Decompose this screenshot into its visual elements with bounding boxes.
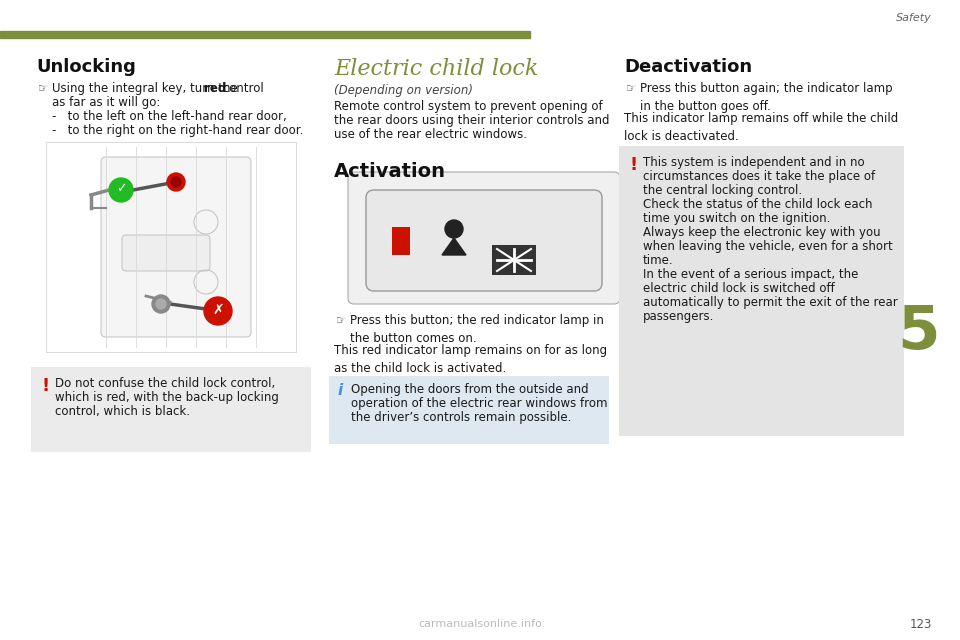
Text: Opening the doors from the outside and: Opening the doors from the outside and <box>351 383 588 396</box>
Text: Electric child lock: Electric child lock <box>334 58 539 80</box>
Text: In the event of a serious impact, the: In the event of a serious impact, the <box>643 268 858 281</box>
Text: carmanualsonline.info: carmanualsonline.info <box>418 619 542 629</box>
Circle shape <box>204 297 232 325</box>
Text: circumstances does it take the place of: circumstances does it take the place of <box>643 170 876 183</box>
Text: -   to the right on the right-hand rear door.: - to the right on the right-hand rear do… <box>52 124 303 137</box>
Text: (Depending on version): (Depending on version) <box>334 84 473 97</box>
Bar <box>492 245 536 275</box>
Circle shape <box>171 177 181 187</box>
Bar <box>619 146 904 436</box>
Text: Press this button again; the indicator lamp
in the button goes off.: Press this button again; the indicator l… <box>640 82 893 113</box>
Text: automatically to permit the exit of the rear: automatically to permit the exit of the … <box>643 296 898 309</box>
Text: electric child lock is switched off: electric child lock is switched off <box>643 282 835 295</box>
Text: use of the rear electric windows.: use of the rear electric windows. <box>334 128 527 141</box>
Text: time.: time. <box>643 254 674 267</box>
Text: Do not confuse the child lock control,: Do not confuse the child lock control, <box>55 377 276 390</box>
Text: Press this button; the red indicator lamp in
the button comes on.: Press this button; the red indicator lam… <box>350 314 604 345</box>
Text: This indicator lamp remains off while the child
lock is deactivated.: This indicator lamp remains off while th… <box>624 112 899 143</box>
Text: operation of the electric rear windows from: operation of the electric rear windows f… <box>351 397 608 410</box>
Bar <box>46 142 296 352</box>
Text: ✓: ✓ <box>116 182 127 195</box>
Circle shape <box>167 173 185 191</box>
Text: red: red <box>204 82 226 95</box>
FancyBboxPatch shape <box>366 190 602 291</box>
Text: -   to the left on the left-hand rear door,: - to the left on the left-hand rear door… <box>52 110 287 123</box>
Text: Remote control system to prevent opening of: Remote control system to prevent opening… <box>334 100 603 113</box>
Text: which is red, with the back-up locking: which is red, with the back-up locking <box>55 391 278 404</box>
Polygon shape <box>442 238 466 255</box>
Text: Activation: Activation <box>334 162 446 181</box>
Text: control, which is black.: control, which is black. <box>55 405 190 418</box>
Text: when leaving the vehicle, even for a short: when leaving the vehicle, even for a sho… <box>643 240 893 253</box>
Text: !: ! <box>629 156 637 174</box>
Text: This red indicator lamp remains on for as long
as the child lock is activated.: This red indicator lamp remains on for a… <box>334 344 607 375</box>
Text: the driver’s controls remain possible.: the driver’s controls remain possible. <box>351 411 571 424</box>
Text: control: control <box>219 82 264 95</box>
Text: ☞: ☞ <box>626 82 636 95</box>
FancyBboxPatch shape <box>101 157 251 337</box>
Text: Deactivation: Deactivation <box>624 58 752 76</box>
Text: the rear doors using their interior controls and: the rear doors using their interior cont… <box>334 114 610 127</box>
Circle shape <box>156 299 166 309</box>
Circle shape <box>152 295 170 313</box>
Text: 123: 123 <box>910 618 932 630</box>
Text: the central locking control.: the central locking control. <box>643 184 803 197</box>
Text: Safety: Safety <box>897 13 932 23</box>
FancyBboxPatch shape <box>122 235 210 271</box>
Text: ✗: ✗ <box>212 303 224 317</box>
Text: time you switch on the ignition.: time you switch on the ignition. <box>643 212 830 225</box>
Text: i: i <box>338 383 344 398</box>
Text: as far as it will go:: as far as it will go: <box>52 96 160 109</box>
Text: 5: 5 <box>898 303 940 362</box>
Bar <box>31 367 311 452</box>
Circle shape <box>445 220 463 238</box>
Text: passengers.: passengers. <box>643 310 714 323</box>
FancyBboxPatch shape <box>348 172 620 304</box>
Text: Using the integral key, turn the: Using the integral key, turn the <box>52 82 242 95</box>
Bar <box>392 227 410 255</box>
Text: ☞: ☞ <box>38 82 49 95</box>
Text: !: ! <box>41 377 49 395</box>
Text: Unlocking: Unlocking <box>36 58 136 76</box>
Circle shape <box>109 178 133 202</box>
Text: Check the status of the child lock each: Check the status of the child lock each <box>643 198 873 211</box>
Text: ☞: ☞ <box>336 314 347 327</box>
Text: This system is independent and in no: This system is independent and in no <box>643 156 865 169</box>
Bar <box>329 376 609 444</box>
Bar <box>0 31 530 38</box>
Text: Always keep the electronic key with you: Always keep the electronic key with you <box>643 226 880 239</box>
